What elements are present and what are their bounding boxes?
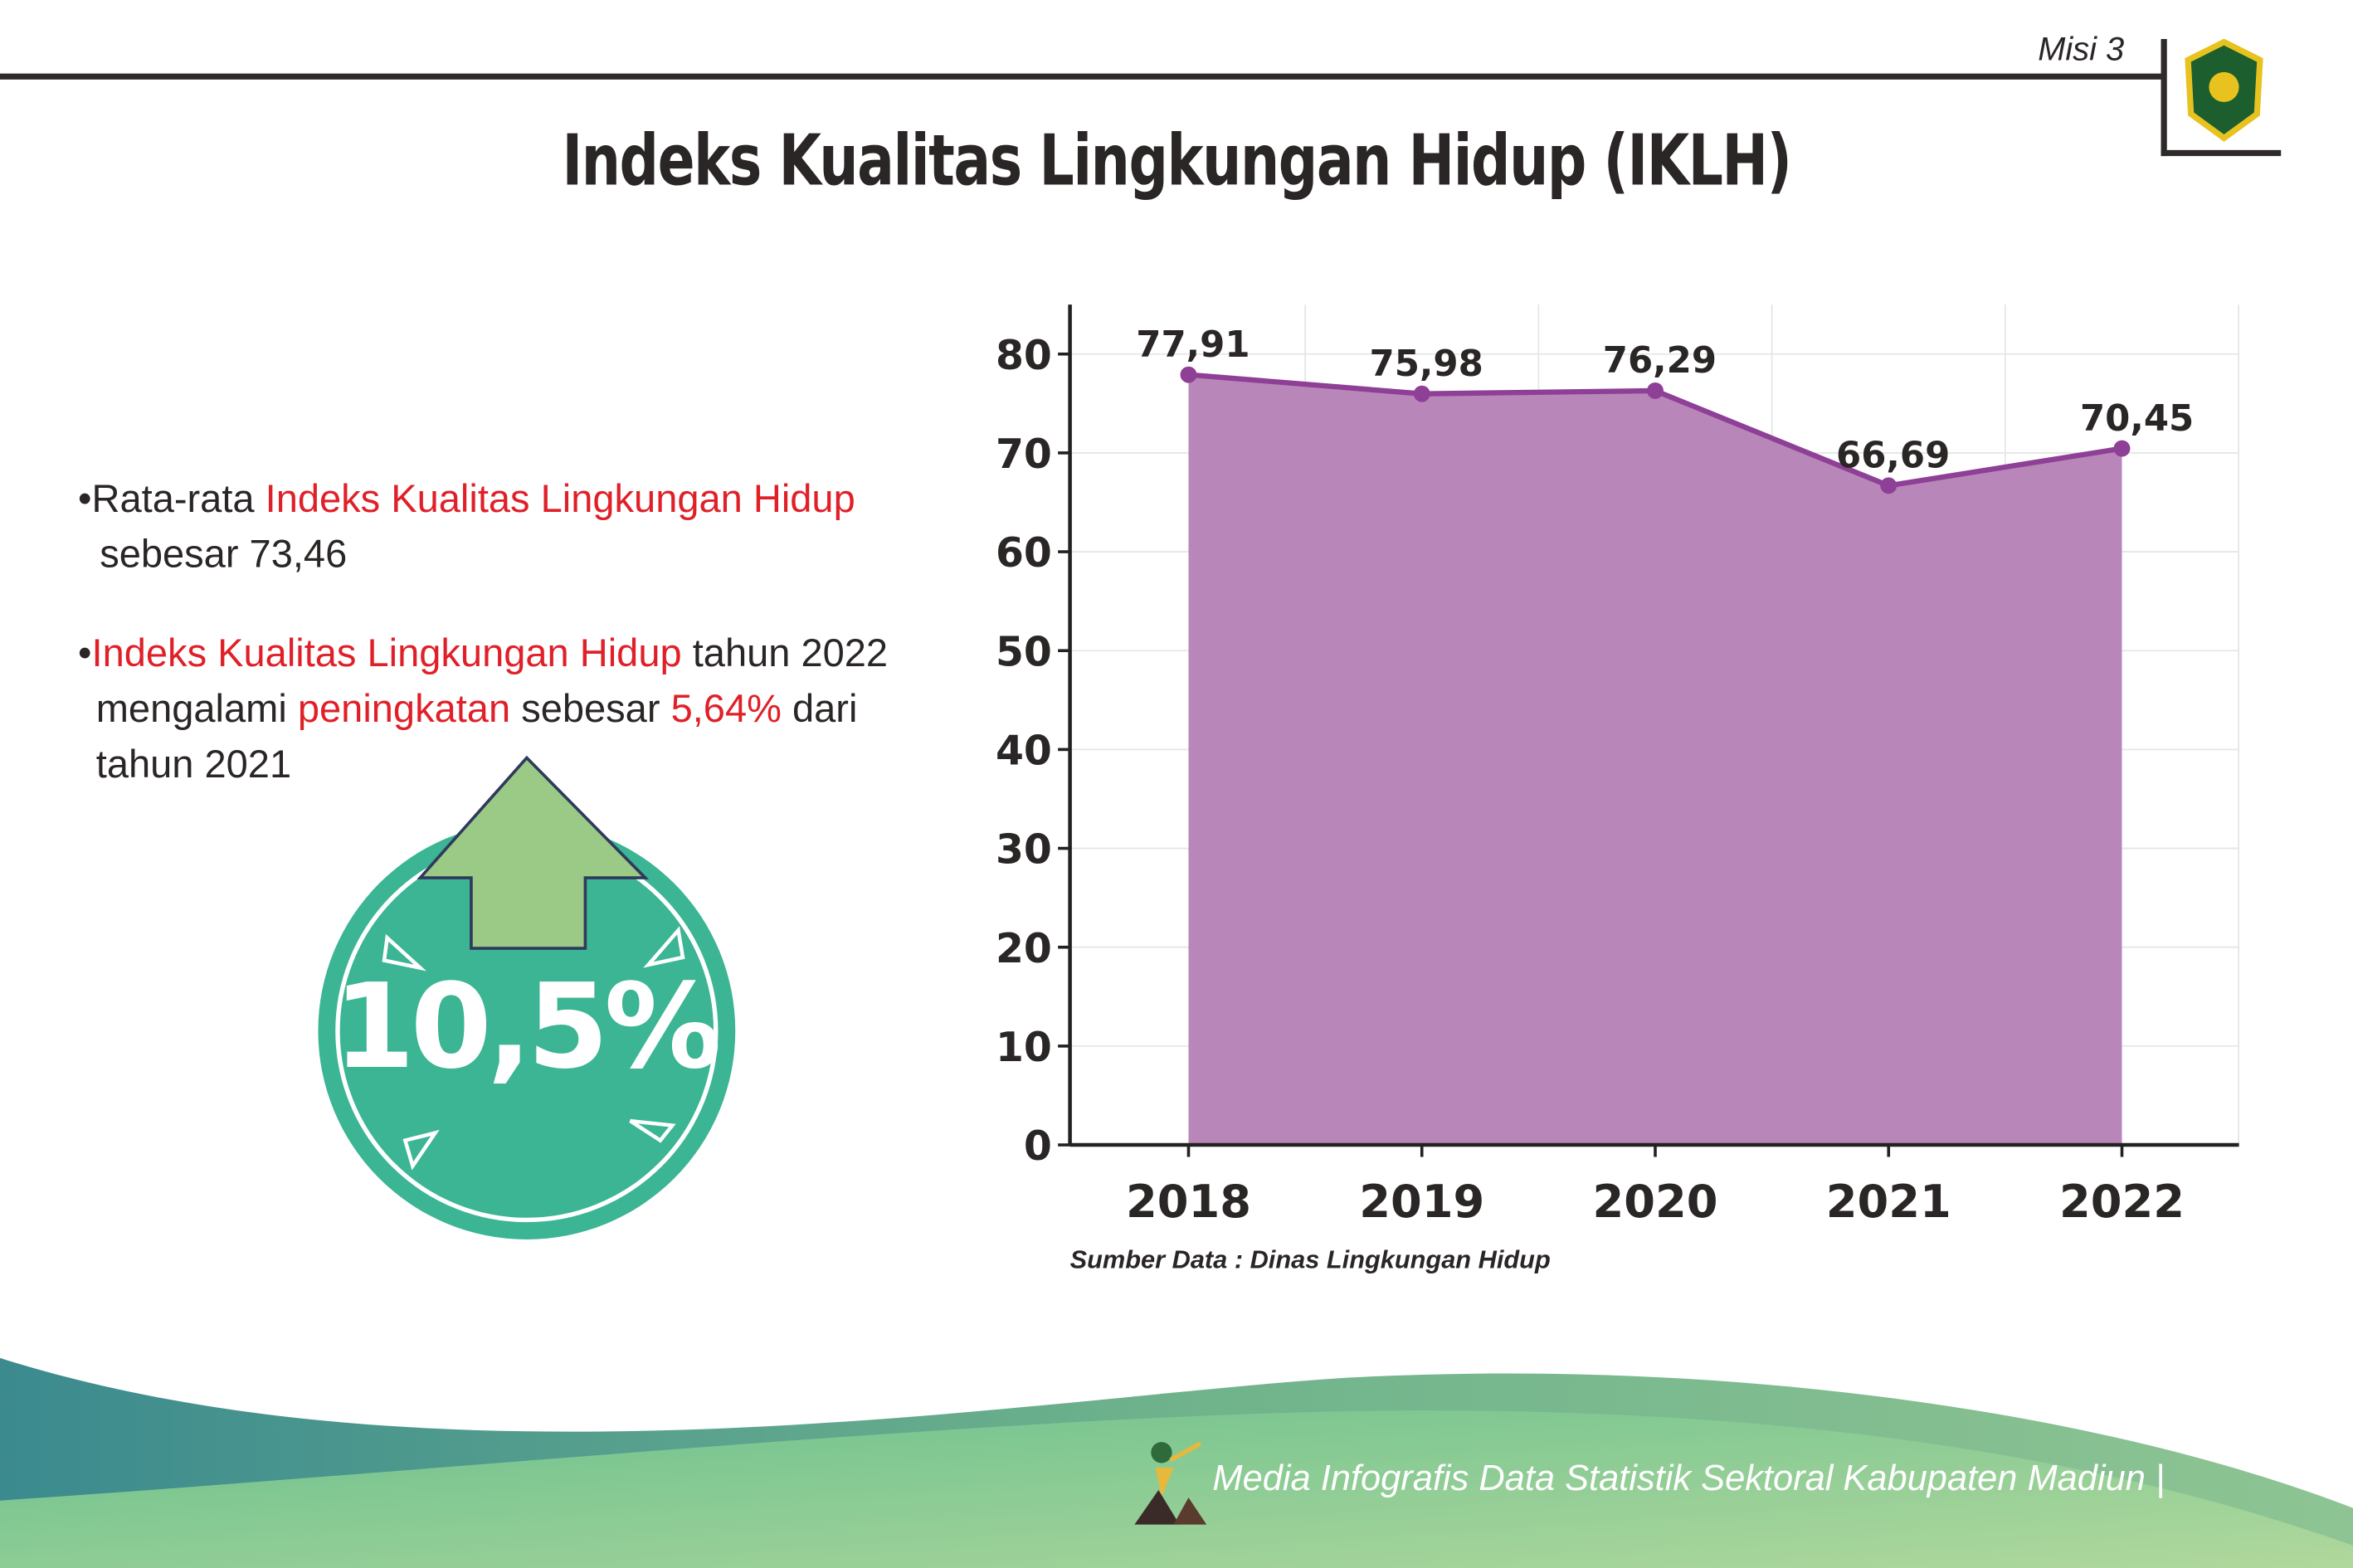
text: dari tahun 2021 <box>95 685 858 786</box>
madiun-emblem-icon <box>2185 39 2263 142</box>
logo-frame <box>2161 39 2282 157</box>
mascot-logo-icon <box>1134 1441 1207 1525</box>
x-tick-label: 2021 <box>1826 1176 1951 1228</box>
data-label: 75,98 <box>1370 343 1483 385</box>
y-tick-label: 10 <box>996 1024 1052 1071</box>
highlight: Indeks Kualitas Lingkungan Hidup <box>91 630 682 675</box>
text: tahun 2022 mengalami <box>95 630 889 731</box>
badge-value: 10,5% <box>333 960 722 1096</box>
y-tick-label: 30 <box>996 826 1052 874</box>
sparkle-icon <box>382 926 685 1171</box>
y-tick-label: 0 <box>1024 1122 1052 1170</box>
x-tick-label: 2020 <box>1592 1176 1717 1228</box>
x-tick-label: 2019 <box>1359 1176 1484 1228</box>
x-tick-label: 2018 <box>1126 1176 1251 1228</box>
page-title: Indeks Kualitas Lingkungan Hidup (IKLH) <box>562 119 1791 203</box>
y-tick-label: 20 <box>996 925 1052 972</box>
data-point <box>1647 382 1664 399</box>
x-tick-label: 2022 <box>2059 1176 2185 1228</box>
data-source: Sumber Data : Dinas Lingkungan Hidup <box>1069 1245 1551 1274</box>
data-label: 70,45 <box>2080 398 2194 440</box>
highlight: 5,64% <box>670 685 782 731</box>
data-point <box>1880 477 1898 494</box>
data-point <box>1413 385 1430 402</box>
mission-label: Misi 3 <box>2038 30 2125 68</box>
highlight: peningkatan <box>297 685 511 731</box>
text: sebesar 73,46 <box>100 531 348 577</box>
data-point <box>2113 440 2131 457</box>
y-tick-label: 60 <box>996 529 1052 577</box>
footer-wave <box>0 1357 2353 1568</box>
y-tick-label: 70 <box>996 431 1052 478</box>
data-label: 66,69 <box>1836 436 1950 477</box>
header-rule <box>0 73 2161 80</box>
arrow-up-icon <box>417 755 650 950</box>
bullet-average: •Rata-rata Indeks Kualitas Lingkungan Hi… <box>78 475 855 577</box>
data-point <box>1180 366 1197 383</box>
highlight: Indeks Kualitas Lingkungan Hidup <box>265 475 855 521</box>
text: sebesar <box>510 685 671 731</box>
y-tick-label: 40 <box>996 727 1052 774</box>
text: Rata-rata <box>91 475 266 521</box>
iklh-area-chart: 0 10 20 30 40 50 60 70 80 77,91 2018 75,98 2019 76,29… <box>996 304 2240 1228</box>
area-fill <box>1188 374 2122 1146</box>
footer-tagline: Media Infografis Data Statistik Sektoral… <box>1212 1458 2165 1499</box>
y-tick-label: 50 <box>996 628 1052 675</box>
bullet-increase: •Indeks Kualitas Lingkungan Hidup tahun … <box>78 630 889 786</box>
data-label: 77,91 <box>1136 324 1250 366</box>
y-tick-label: 80 <box>996 332 1052 379</box>
growth-badge <box>318 755 736 1239</box>
data-label: 76,29 <box>1603 340 1717 382</box>
